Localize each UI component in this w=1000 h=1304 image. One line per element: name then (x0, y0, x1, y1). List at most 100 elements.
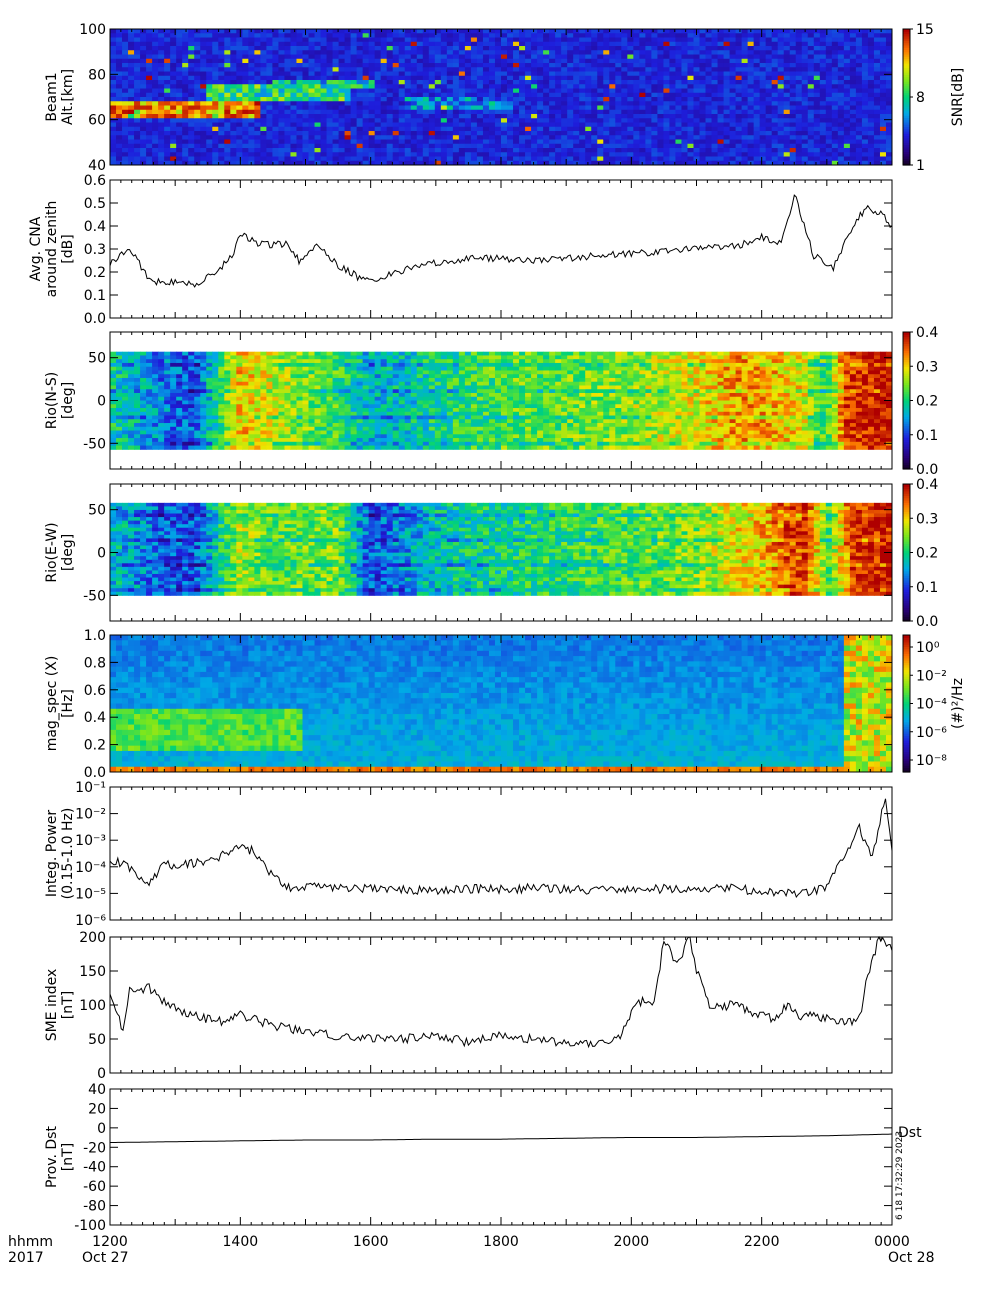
heatmap-cell (351, 101, 358, 106)
heatmap-cell (302, 67, 309, 72)
heatmap-cell (212, 157, 219, 162)
heatmap-cell (513, 140, 520, 145)
heatmap-cell (212, 80, 219, 85)
heatmap-cell (176, 50, 183, 55)
heatmap-cell (164, 419, 171, 423)
heatmap-cell (820, 80, 827, 85)
heatmap-cell (369, 106, 376, 111)
heatmap-cell (381, 67, 388, 72)
heatmap-cell (501, 148, 508, 153)
heatmap-cell (627, 72, 634, 77)
heatmap-cell (754, 42, 761, 47)
heatmap-cell (164, 374, 171, 378)
heatmap-cell (224, 140, 231, 145)
heatmap-cell (116, 367, 123, 371)
heatmap-cell (122, 46, 129, 51)
heatmap-cell (874, 59, 881, 64)
heatmap-cell (321, 38, 328, 43)
heatmap-cell (820, 106, 827, 111)
heatmap-cell (363, 42, 370, 47)
heatmap-cell (176, 33, 183, 38)
heatmap-cell (309, 46, 316, 51)
heatmap-cell (339, 80, 346, 85)
heatmap-cell (146, 131, 153, 136)
heatmap-cell (597, 157, 604, 162)
heatmap-cell (766, 89, 773, 94)
heatmap-cell (796, 72, 803, 77)
heatmap-cell (128, 46, 135, 51)
heatmap-cell (790, 38, 797, 43)
heatmap-cell (140, 123, 147, 128)
heatmap-cell (736, 144, 743, 149)
heatmap-cell (176, 89, 183, 94)
heatmap-cell (339, 123, 346, 128)
heatmap-cell (357, 50, 364, 55)
heatmap-cell (633, 144, 640, 149)
heatmap-cell (591, 110, 598, 115)
heatmap-cell (567, 59, 574, 64)
heatmap-cell (633, 152, 640, 157)
heatmap-cell (188, 67, 195, 72)
heatmap-cell (339, 84, 346, 89)
heatmap-cell (116, 434, 123, 438)
heatmap-cell (525, 38, 532, 43)
heatmap-cell (447, 97, 454, 102)
heatmap-cell (778, 76, 785, 81)
heatmap-cell (453, 29, 460, 34)
heatmap-cell (200, 144, 207, 149)
heatmap-cell (760, 50, 767, 55)
heatmap-cell (369, 123, 376, 128)
heatmap-cell (230, 148, 237, 153)
heatmap-cell (188, 152, 195, 157)
heatmap-cell (573, 63, 580, 68)
heatmap-cell (844, 59, 851, 64)
heatmap-cell (170, 110, 177, 115)
heatmap-cell (862, 33, 869, 38)
heatmap-cell (525, 101, 532, 106)
heatmap-cell (693, 59, 700, 64)
heatmap-cell (868, 131, 875, 136)
heatmap-cell (278, 148, 285, 153)
heatmap-cell (387, 140, 394, 145)
heatmap-cell (748, 127, 755, 132)
heatmap-cell (435, 140, 442, 145)
heatmap-cell (748, 131, 755, 136)
heatmap-cell (302, 131, 309, 136)
heatmap-cell (176, 127, 183, 132)
heatmap-cell (465, 42, 472, 47)
heatmap-cell (200, 55, 207, 60)
heatmap-cell (122, 55, 129, 60)
heatmap-cell (874, 29, 881, 34)
heatmap-cell (856, 127, 863, 132)
heatmap-cell (507, 42, 514, 47)
heatmap-cell (513, 67, 520, 72)
heatmap-cell (423, 148, 430, 153)
heatmap-cell (375, 59, 382, 64)
heatmap-cell (519, 50, 526, 55)
heatmap-cell (218, 118, 225, 123)
heatmap-cell (597, 144, 604, 149)
heatmap-cell (176, 59, 183, 64)
heatmap-cell (218, 127, 225, 132)
heatmap-cell (116, 76, 123, 81)
heatmap-cell (826, 118, 833, 123)
heatmap-cell (260, 127, 267, 132)
heatmap-cell (730, 59, 737, 64)
heatmap-cell (140, 404, 147, 408)
heatmap-cell (188, 423, 195, 427)
heatmap-cell (435, 118, 442, 123)
heatmap-cell (309, 76, 316, 81)
heatmap-cell (814, 67, 821, 72)
heatmap-cell (254, 118, 261, 123)
heatmap-cell (375, 118, 382, 123)
heatmap-cell (272, 157, 279, 162)
heatmap-cell (760, 80, 767, 85)
heatmap-cell (579, 140, 586, 145)
heatmap-cell (838, 46, 845, 51)
heatmap-cell (327, 144, 334, 149)
heatmap-cell (152, 370, 159, 374)
heatmap-cell (507, 148, 514, 153)
heatmap-cell (116, 110, 123, 115)
heatmap-cell (772, 72, 779, 77)
